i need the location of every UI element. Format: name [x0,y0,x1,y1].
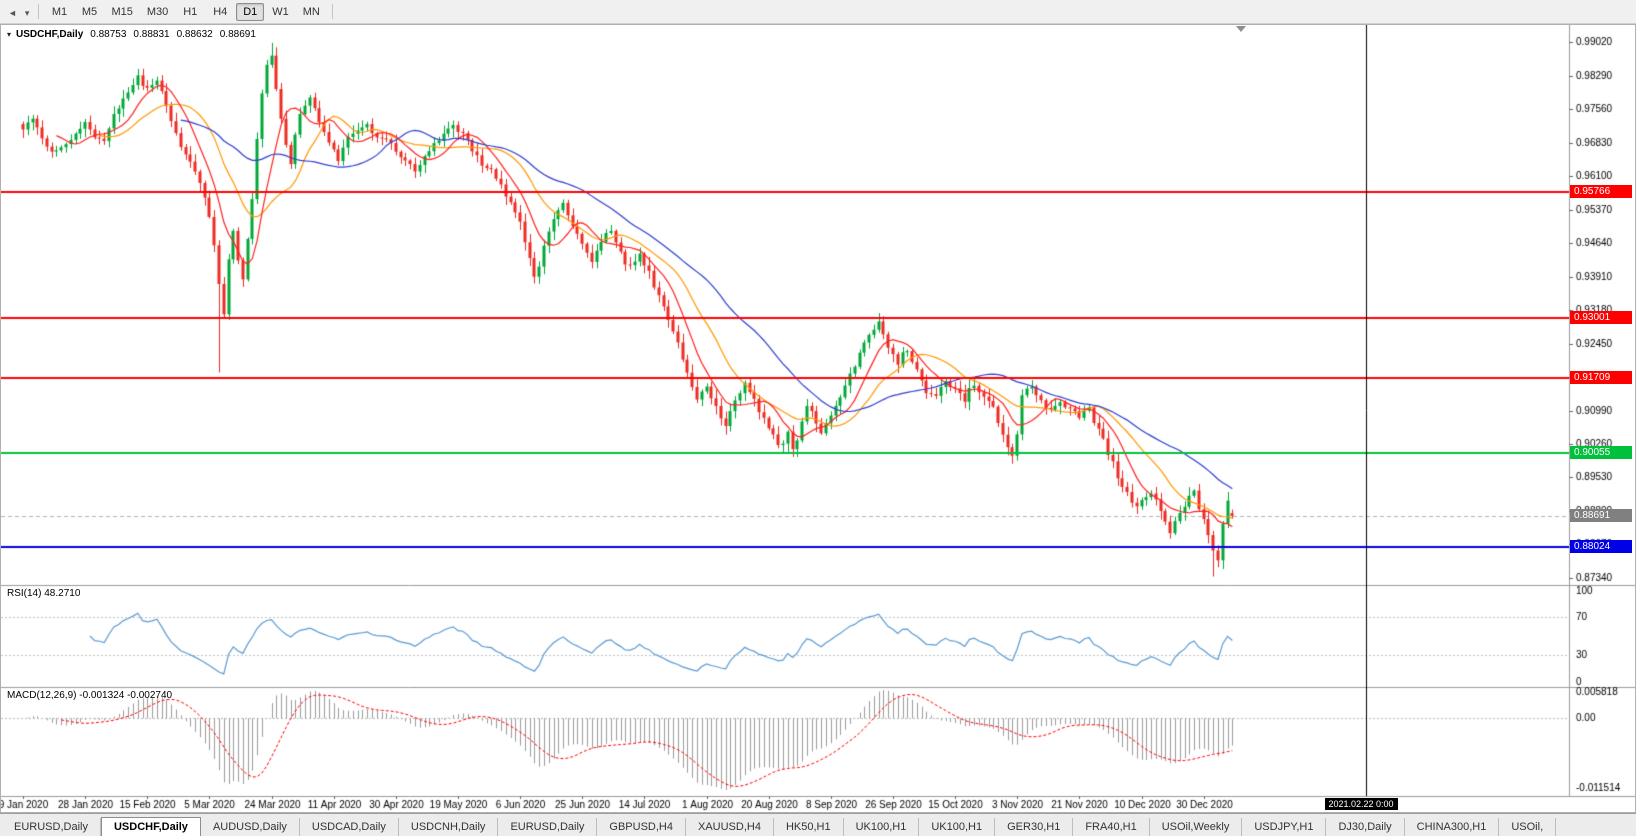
price-line-badge: 0.90055 [1570,446,1632,459]
timeframe-button-d1[interactable]: D1 [236,2,265,21]
chart-tab-china300-h1[interactable]: CHINA300,H1 [1405,818,1500,836]
timeframe-button-h4[interactable]: H4 [213,5,228,18]
toolbar-separator [38,4,40,19]
price-line-badge: 0.93001 [1570,311,1632,324]
timeframe-button-w1[interactable]: W1 [272,5,289,18]
chart-canvas[interactable] [1,25,1635,812]
timeframe-button-m1[interactable]: M1 [51,5,68,18]
chart-shift-marker-icon[interactable] [1236,26,1246,32]
macd-panel-title: MACD(12,26,9) -0.001324 -0.002740 [7,690,173,701]
chart-low-value: 0.88632 [176,29,213,40]
timeframe-button-m15[interactable]: M15 [111,5,133,18]
chart-tab-xauusd-h4[interactable]: XAUUSD,H4 [686,818,774,836]
timeframe-button-mn[interactable]: MN [302,5,320,18]
chart-tab-gbpusd-h4[interactable]: GBPUSD,H4 [597,818,686,836]
chart-tab-hk50-h1[interactable]: HK50,H1 [774,818,844,836]
chart-window: ▾ USDCHF,Daily 0.88753 0.88831 0.88632 0… [0,24,1636,813]
scroll-left-icon[interactable]: ◄ [8,7,17,18]
timeframe-button-group: M1 M5 M15 M30 H1 H4 D1 W1 MN [44,2,326,21]
chart-tab-usdcad-daily[interactable]: USDCAD,Daily [300,818,399,836]
chart-symbol-label: USDCHF,Daily [16,29,84,40]
chart-open-value: 0.88753 [90,29,127,40]
chart-tab-usdjpy-h1[interactable]: USDJPY,H1 [1242,818,1327,836]
chart-close-value: 0.88691 [219,29,256,40]
chart-tab-ger30-h1[interactable]: GER30,H1 [995,818,1074,836]
chart-tab-eurusd-daily[interactable]: EURUSD,Daily [498,818,598,836]
toolbar-separator [331,4,333,19]
current-price-badge: 0.88691 [1570,509,1632,522]
chart-tab-uk100-h1[interactable]: UK100,H1 [919,818,996,836]
chart-tab-usdcnh-daily[interactable]: USDCNH,Daily [399,818,499,836]
chart-high-value: 0.88831 [133,29,170,40]
chart-tab-usoil-weekly[interactable]: USOil,Weekly [1150,818,1243,836]
top-toolbar: ◄ ▾ M1 M5 M15 M30 H1 H4 D1 W1 MN [0,0,1636,24]
chart-tab-bar: EURUSD,Daily USDCHF,Daily AUDUSD,Daily USDC… [0,813,1636,836]
chart-tab-eurusd-daily[interactable]: EURUSD,Daily [2,818,101,836]
chart-tab-dj30-daily[interactable]: DJ30,Daily [1326,818,1405,836]
chart-menu-icon[interactable]: ▾ [7,30,12,39]
timeframe-button-h1[interactable]: H1 [183,5,198,18]
chart-dropdown-icon[interactable]: ▾ [24,7,30,18]
timeframe-button-m5[interactable]: M5 [81,5,98,18]
price-line-badge: 0.91709 [1570,371,1632,384]
vertical-line-date-label: 2021.02.22 0:00 [1324,798,1398,810]
rsi-panel-title: RSI(14) 48.2710 [7,588,81,599]
chart-tab-usoil[interactable]: USOil, [1499,818,1557,836]
price-line-badge: 0.88024 [1570,540,1632,553]
toolbar-icon-group: ◄ ▾ [4,3,33,21]
timeframe-button-m30[interactable]: M30 [146,5,169,18]
chart-tab-fra40-h1[interactable]: FRA40,H1 [1073,818,1150,836]
chart-title: ▾ USDCHF,Daily 0.88753 0.88831 0.88632 0… [7,29,256,40]
price-line-badge: 0.95766 [1570,185,1632,198]
chart-tab-audusd-daily[interactable]: AUDUSD,Daily [201,818,300,836]
chart-tab-uk100-h1[interactable]: UK100,H1 [844,818,920,836]
chart-tab-usdchf-daily[interactable]: USDCHF,Daily [100,817,201,836]
